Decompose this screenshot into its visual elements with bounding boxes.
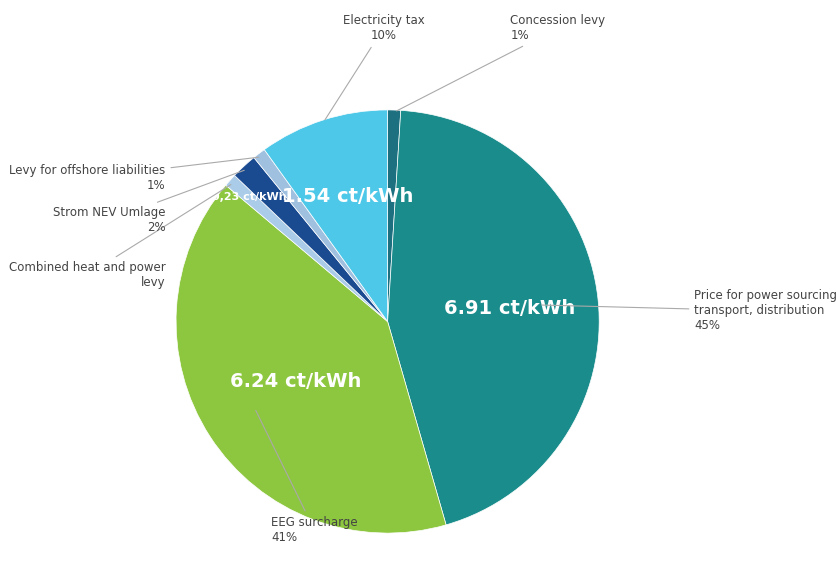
Text: Strom NEV Umlage
2%: Strom NEV Umlage 2% xyxy=(53,170,244,234)
Wedge shape xyxy=(235,158,388,321)
Text: EEG surcharge
41%: EEG surcharge 41% xyxy=(256,410,358,544)
Text: Electricity tax
10%: Electricity tax 10% xyxy=(325,14,424,120)
Text: 1.54 ct/kWh: 1.54 ct/kWh xyxy=(282,187,413,206)
Text: Levy for offshore liabilities
1%: Levy for offshore liabilities 1% xyxy=(9,157,259,192)
Text: 6.91 ct/kWh: 6.91 ct/kWh xyxy=(444,299,575,318)
Text: Combined heat and power
levy: Combined heat and power levy xyxy=(8,184,231,289)
Wedge shape xyxy=(388,110,599,525)
Wedge shape xyxy=(254,150,388,321)
Text: Price for power sourcing,
transport, distribution
45%: Price for power sourcing, transport, dis… xyxy=(542,290,836,332)
Text: Concession levy
1%: Concession levy 1% xyxy=(396,14,605,111)
Text: 0,23 ct/kWh: 0,23 ct/kWh xyxy=(212,192,286,202)
Wedge shape xyxy=(264,110,388,321)
Wedge shape xyxy=(388,110,400,321)
Wedge shape xyxy=(176,185,446,533)
Text: 6.24 ct/kWh: 6.24 ct/kWh xyxy=(230,372,361,391)
Wedge shape xyxy=(226,175,388,321)
